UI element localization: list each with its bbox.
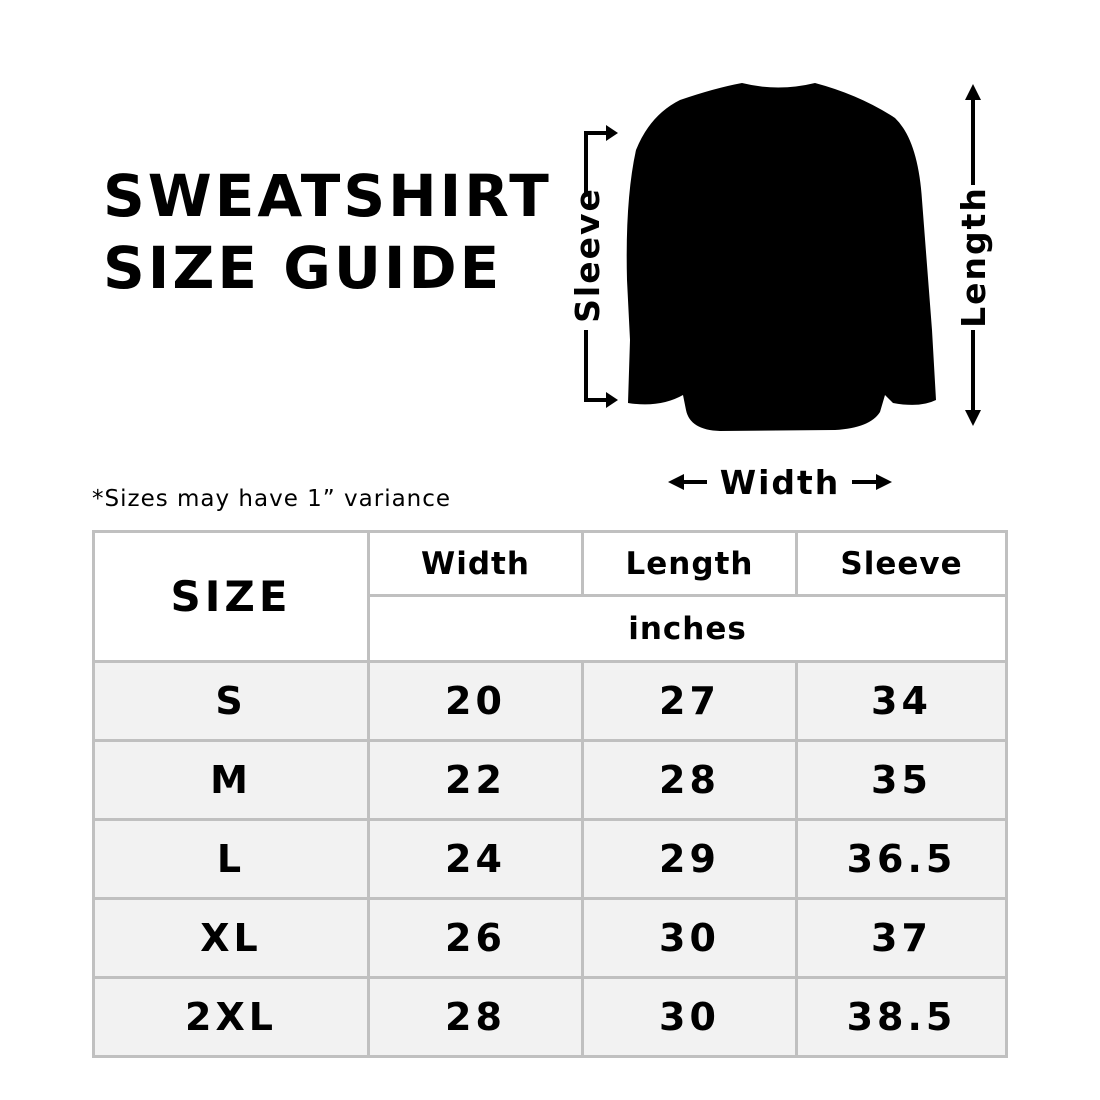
size-cell: L <box>92 818 370 900</box>
sweatshirt-diagram: Sleeve Length Width <box>568 83 993 502</box>
length-cell: 30 <box>581 976 798 1058</box>
arrowhead-icon <box>606 392 618 408</box>
width-cell: 26 <box>367 897 584 979</box>
table-row: S 20 27 34 <box>92 660 1008 742</box>
sleeve-cell: 38.5 <box>795 976 1008 1058</box>
width-cell: 20 <box>367 660 584 742</box>
table-row: XL 26 30 37 <box>92 897 1008 979</box>
title-line-2: SIZE GUIDE <box>103 234 503 302</box>
width-cell: 22 <box>367 739 584 821</box>
sleeve-cell: 34 <box>795 660 1008 742</box>
size-header: SIZE <box>92 530 370 663</box>
length-cell: 29 <box>581 818 798 900</box>
size-cell: S <box>92 660 370 742</box>
table-header-row: SIZE Width Length Sleeve <box>92 530 1008 663</box>
sleeve-cell: 36.5 <box>795 818 1008 900</box>
page-title: SWEATSHIRT SIZE GUIDE <box>103 160 552 304</box>
variance-note: *Sizes may have 1” variance <box>92 486 452 512</box>
width-label: Width <box>720 463 841 502</box>
arrowhead-icon <box>668 474 684 490</box>
arrowhead-icon <box>965 84 981 100</box>
sleeve-cell: 35 <box>795 739 1008 821</box>
column-header-width: Width <box>367 530 584 597</box>
sleeve-label: Sleeve <box>568 187 607 323</box>
length-cell: 30 <box>581 897 798 979</box>
arrowhead-icon <box>606 125 618 141</box>
sleeve-arrow-icon <box>584 131 608 402</box>
arrowhead-icon <box>876 474 892 490</box>
sweatshirt-image <box>626 83 936 431</box>
column-header-sleeve: Sleeve <box>795 530 1008 597</box>
length-cell: 28 <box>581 739 798 821</box>
column-header-length: Length <box>581 530 798 597</box>
size-cell: XL <box>92 897 370 979</box>
width-cell: 28 <box>367 976 584 1058</box>
length-cell: 27 <box>581 660 798 742</box>
title-line-1: SWEATSHIRT <box>103 162 552 230</box>
table-row: 2XL 28 30 38.5 <box>92 976 1008 1058</box>
unit-row: inches <box>94 594 1008 663</box>
size-cell: M <box>92 739 370 821</box>
size-table: SIZE Width Length Sleeve inches S 20 27 34 M… <box>92 530 1008 1058</box>
size-cell: 2XL <box>92 976 370 1058</box>
unit-label: inches <box>367 594 1008 663</box>
sleeve-cell: 37 <box>795 897 1008 979</box>
table-row: M 22 28 35 <box>92 739 1008 821</box>
length-label: Length <box>954 186 993 328</box>
table-row: L 24 29 36.5 <box>92 818 1008 900</box>
arrowhead-icon <box>965 410 981 426</box>
width-cell: 24 <box>367 818 584 900</box>
